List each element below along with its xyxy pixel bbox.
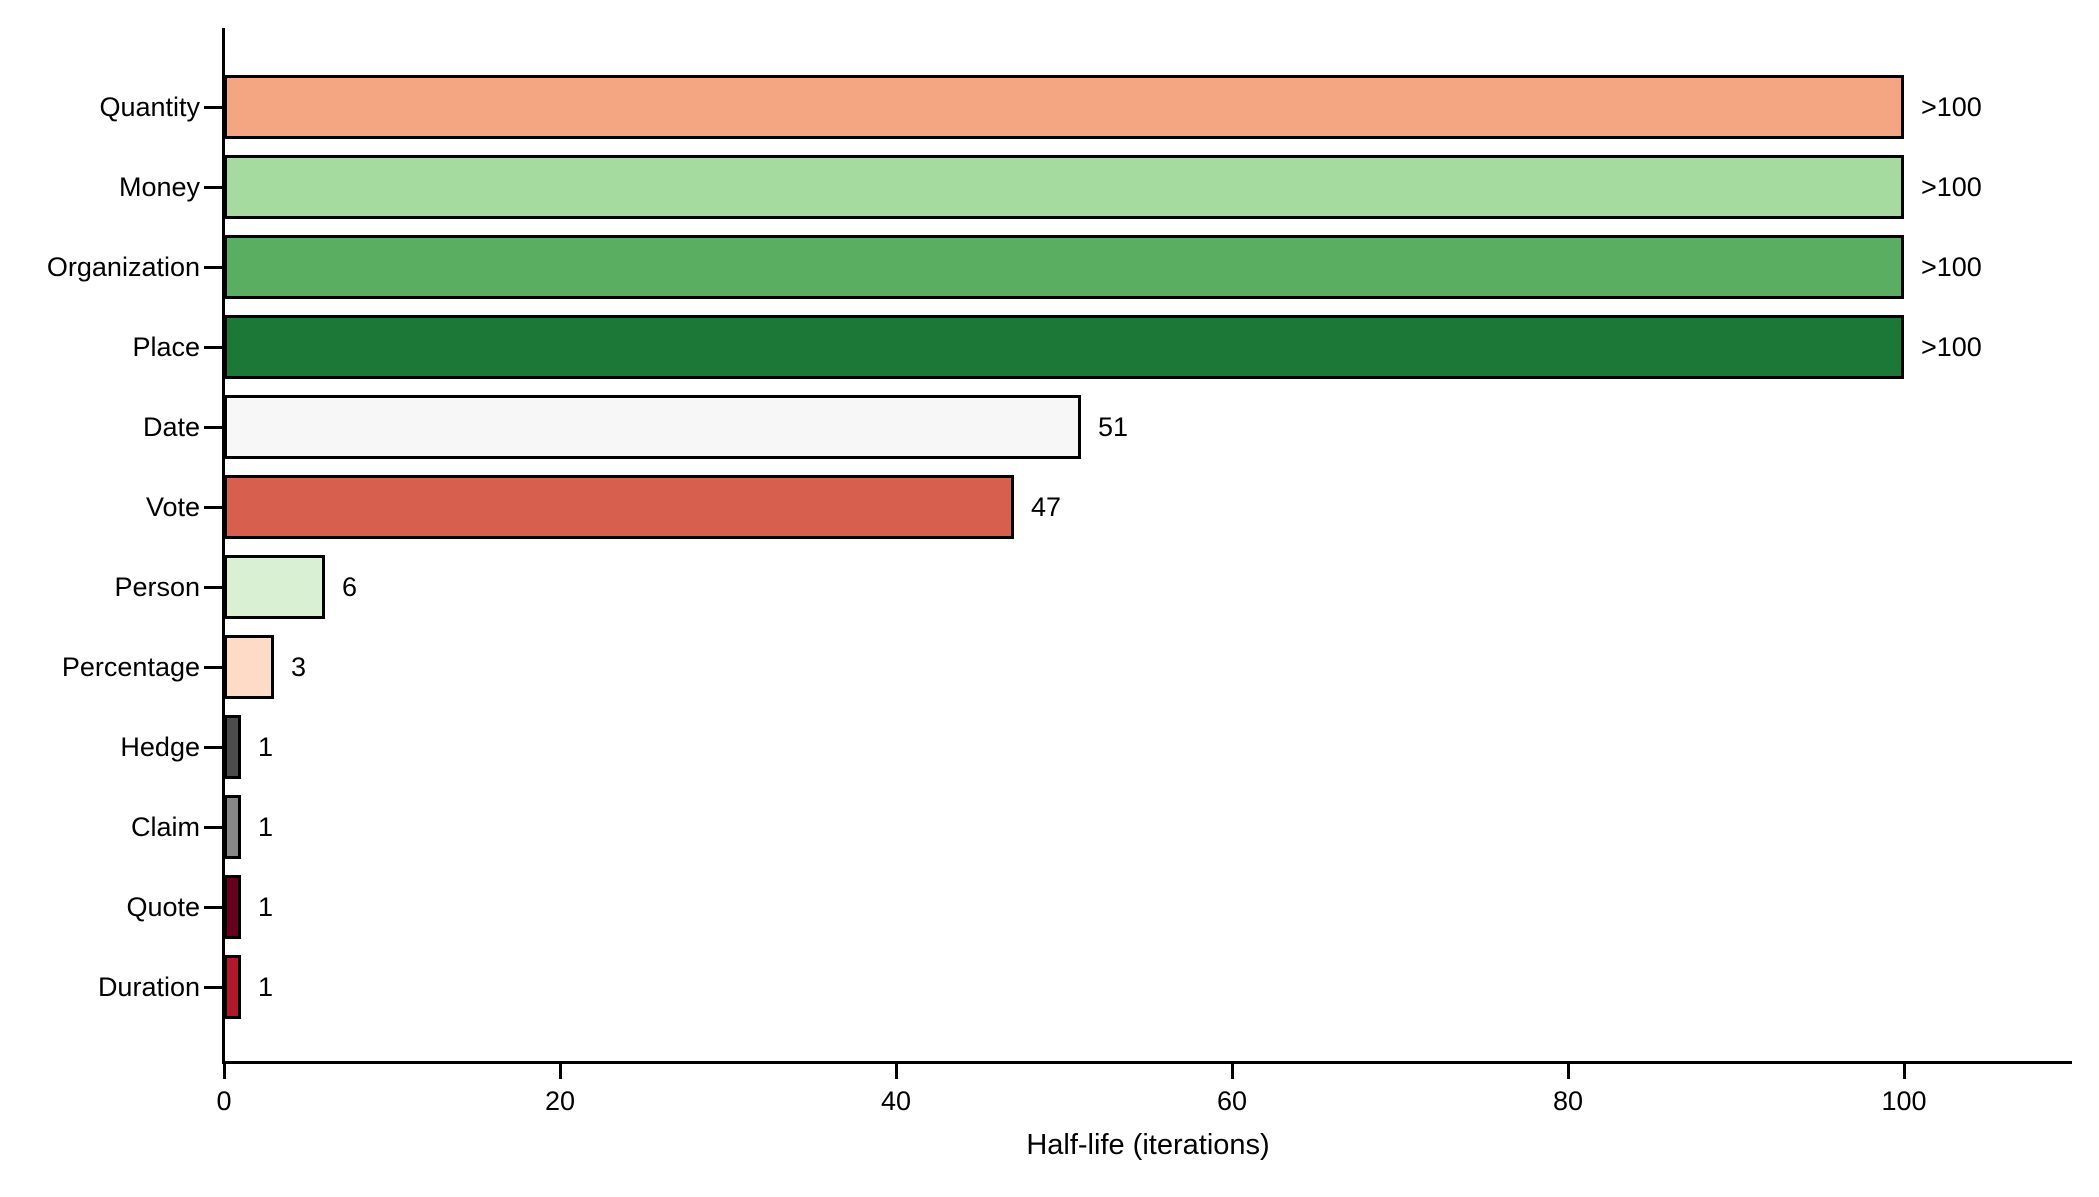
x-axis-spine bbox=[222, 1061, 2072, 1064]
x-tick-20 bbox=[558, 1064, 562, 1079]
y-tick-quote bbox=[204, 905, 222, 909]
bar-hedge bbox=[224, 715, 241, 779]
x-tick-label-40: 40 bbox=[880, 1086, 912, 1116]
x-tick-label-60: 60 bbox=[1216, 1086, 1248, 1116]
bar-date bbox=[224, 395, 1081, 459]
x-tick-label-0: 0 bbox=[216, 1086, 232, 1116]
value-label-claim: 1 bbox=[258, 812, 274, 842]
bar-duration bbox=[224, 955, 241, 1019]
y-tick-date bbox=[204, 425, 222, 429]
bar-quantity bbox=[224, 75, 1904, 139]
bar-quote bbox=[224, 875, 241, 939]
value-label-money: >100 bbox=[1921, 172, 1982, 202]
category-label-percentage: Percentage bbox=[61, 652, 200, 682]
value-label-hedge: 1 bbox=[258, 732, 274, 762]
y-tick-duration bbox=[204, 985, 222, 989]
value-label-date: 51 bbox=[1098, 412, 1129, 442]
value-label-place: >100 bbox=[1921, 332, 1982, 362]
value-label-organization: >100 bbox=[1921, 252, 1982, 282]
x-tick-100 bbox=[1902, 1064, 1906, 1079]
x-tick-label-80: 80 bbox=[1552, 1086, 1584, 1116]
category-label-vote: Vote bbox=[145, 492, 200, 522]
y-axis-spine bbox=[222, 28, 225, 1064]
bar-place bbox=[224, 315, 1904, 379]
category-label-quote: Quote bbox=[126, 892, 200, 922]
category-label-claim: Claim bbox=[130, 812, 200, 842]
y-tick-quantity bbox=[204, 105, 222, 109]
category-label-organization: Organization bbox=[46, 252, 200, 282]
value-label-person: 6 bbox=[342, 572, 358, 602]
x-tick-label-100: 100 bbox=[1881, 1086, 1927, 1116]
y-tick-hedge bbox=[204, 745, 222, 749]
bar-percentage bbox=[224, 635, 274, 699]
category-label-place: Place bbox=[132, 332, 200, 362]
category-label-hedge: Hedge bbox=[120, 732, 200, 762]
value-label-quote: 1 bbox=[258, 892, 274, 922]
category-label-quantity: Quantity bbox=[99, 92, 200, 122]
x-tick-80 bbox=[1566, 1064, 1570, 1079]
x-axis-title: Half-life (iterations) bbox=[1026, 1129, 1270, 1161]
x-tick-40 bbox=[894, 1064, 898, 1079]
y-tick-place bbox=[204, 345, 222, 349]
value-label-vote: 47 bbox=[1031, 492, 1062, 522]
y-tick-vote bbox=[204, 505, 222, 509]
bar-person bbox=[224, 555, 325, 619]
value-label-quantity: >100 bbox=[1921, 92, 1982, 122]
y-tick-money bbox=[204, 185, 222, 189]
plot-area: >100 >100 >100 >100 51 47 6 3 1 1 1 1 0 20 40 60 80 100 bbox=[204, 28, 2072, 1116]
category-label-duration: Duration bbox=[97, 972, 200, 1002]
bar-vote bbox=[224, 475, 1014, 539]
bar-money bbox=[224, 155, 1904, 219]
y-tick-percentage bbox=[204, 665, 222, 669]
bar-organization bbox=[224, 235, 1904, 299]
bar-claim bbox=[224, 795, 241, 859]
y-tick-person bbox=[204, 585, 222, 589]
x-tick-0 bbox=[222, 1064, 226, 1079]
y-tick-claim bbox=[204, 825, 222, 829]
category-label-date: Date bbox=[142, 412, 200, 442]
x-tick-60 bbox=[1230, 1064, 1234, 1079]
x-tick-label-20: 20 bbox=[544, 1086, 576, 1116]
y-tick-organization bbox=[204, 265, 222, 269]
category-label-person: Person bbox=[114, 572, 200, 602]
value-label-percentage: 3 bbox=[291, 652, 307, 682]
category-label-money: Money bbox=[118, 172, 200, 202]
value-label-duration: 1 bbox=[258, 972, 274, 1002]
